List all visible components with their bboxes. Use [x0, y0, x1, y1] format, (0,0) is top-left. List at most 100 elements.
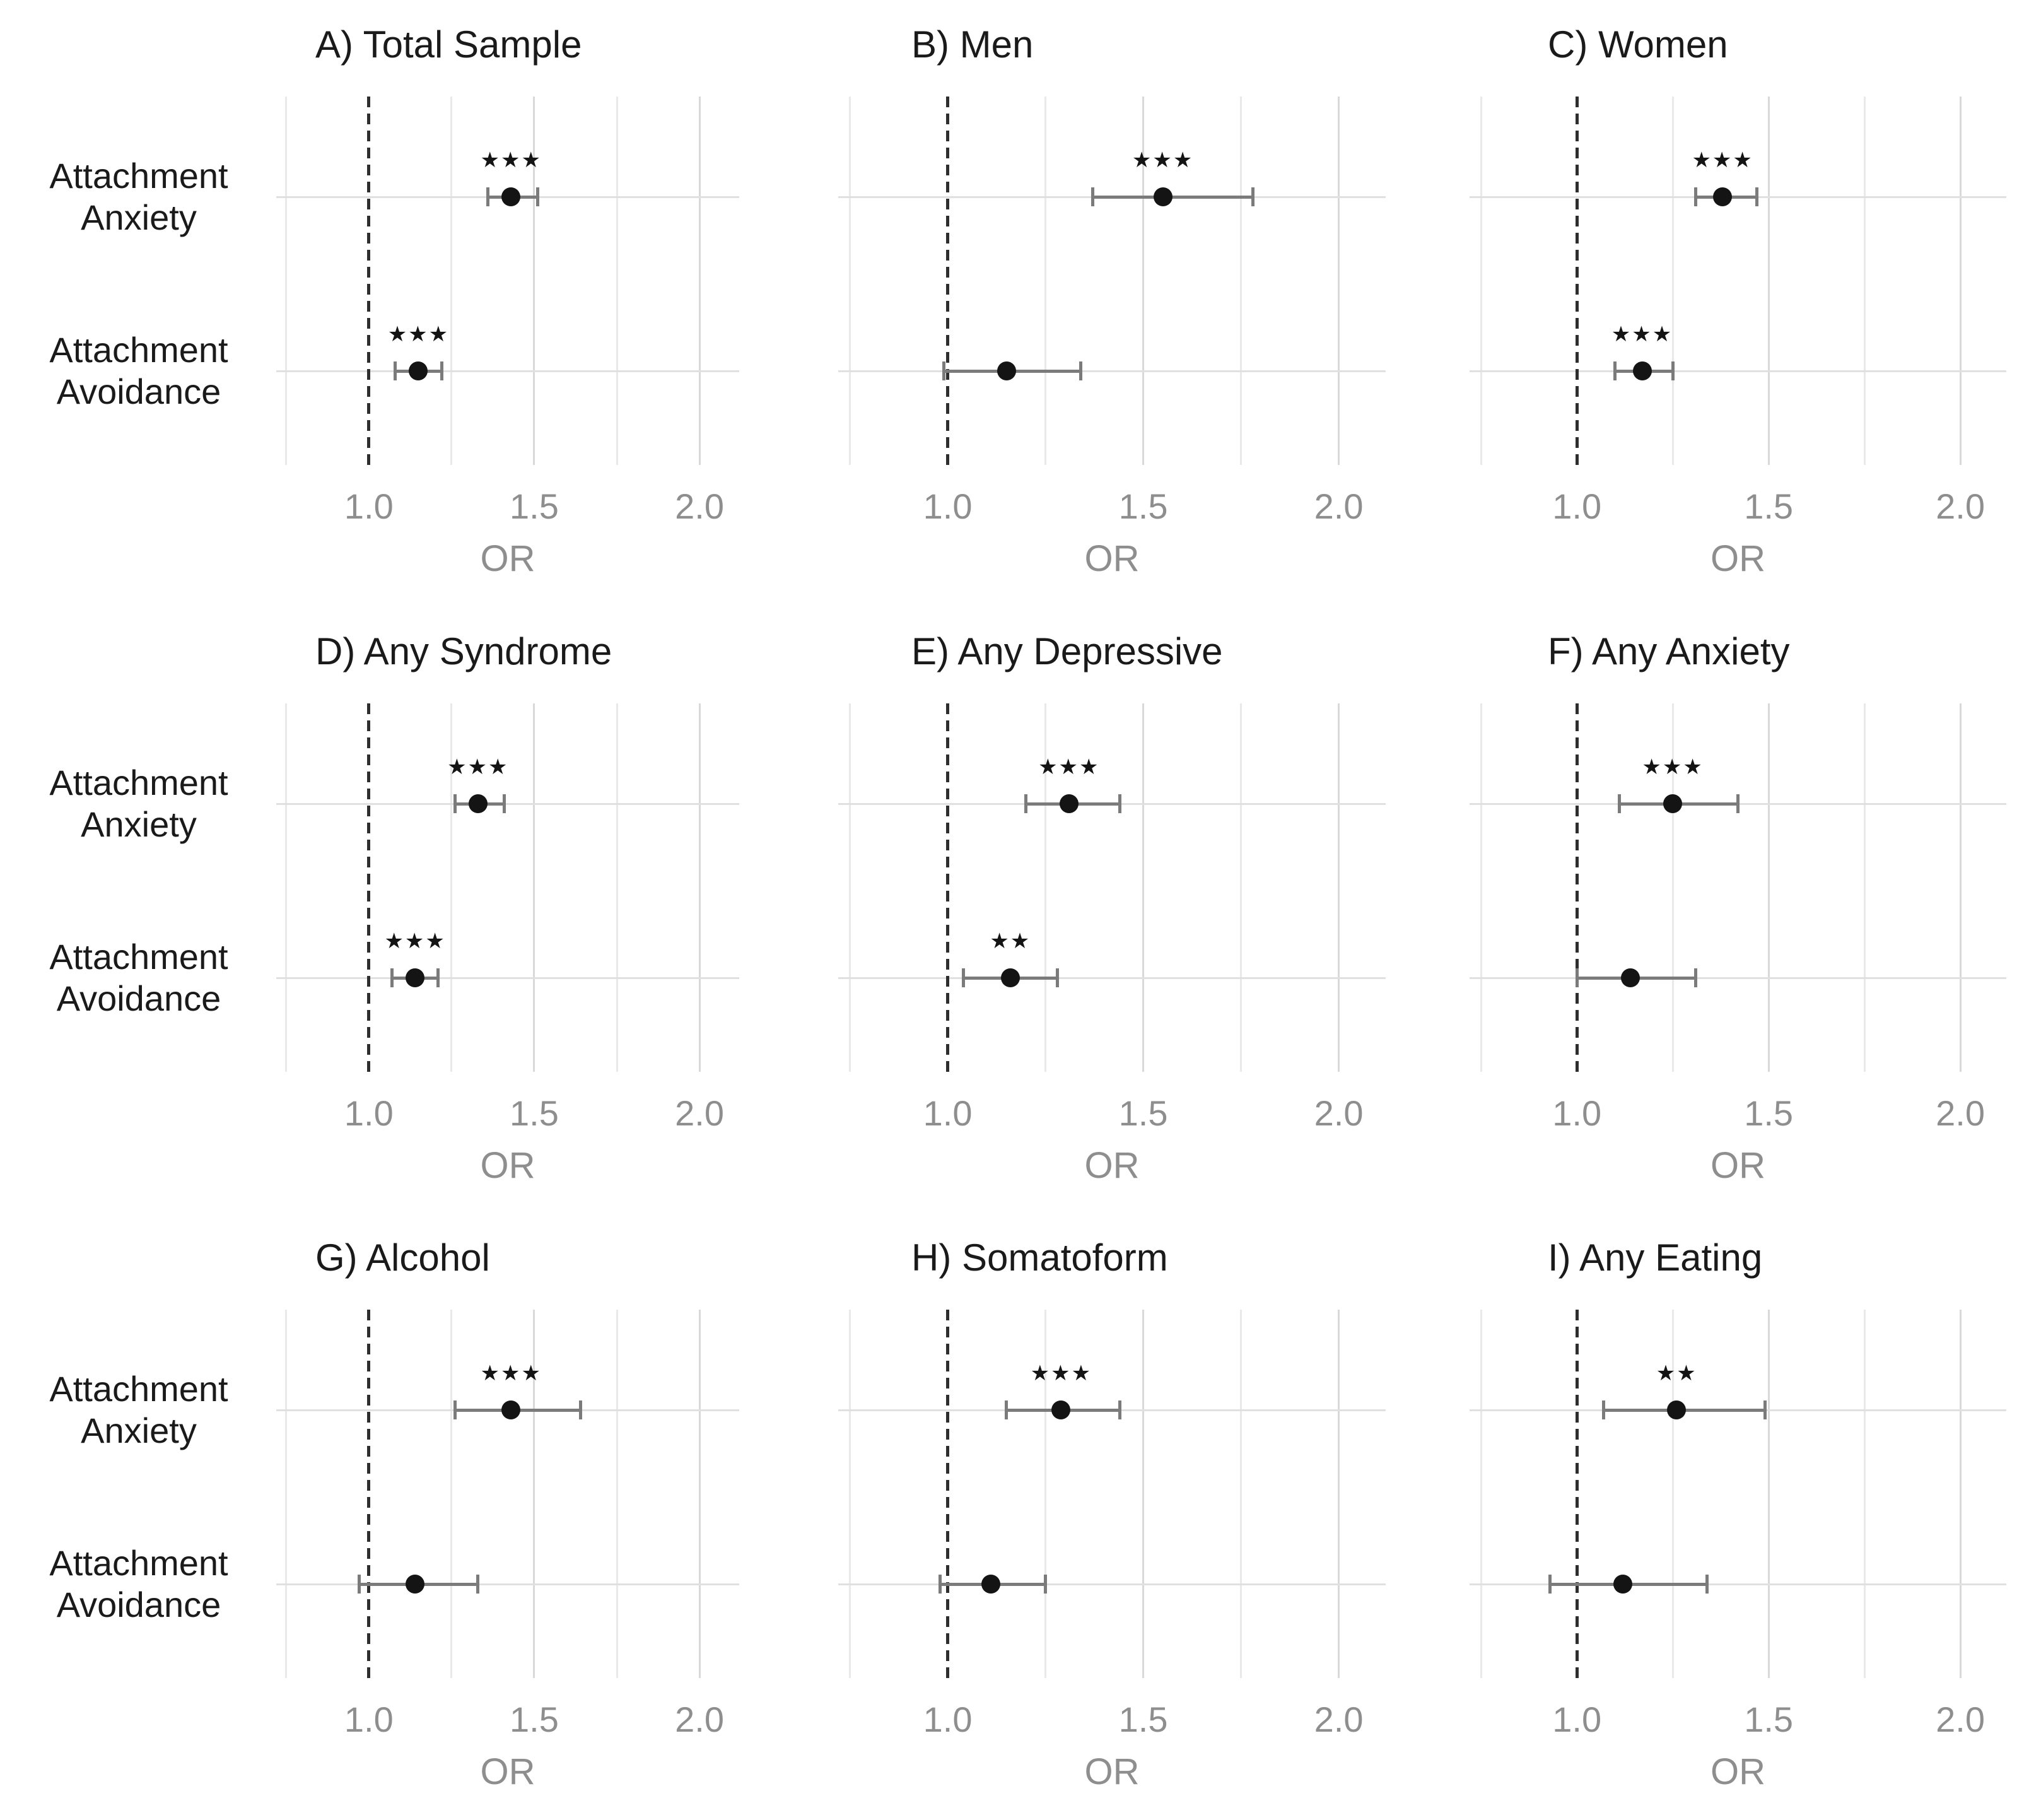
y-axis-label-anxiety: Attachment Anxiety [13, 1366, 265, 1454]
gridline-minor [616, 97, 618, 465]
gridline-horizontal [276, 802, 739, 805]
gridline-horizontal [1470, 370, 2006, 372]
gridline-minor [1863, 1310, 1866, 1678]
ci-cap-left [1024, 794, 1028, 813]
gridline-major [698, 97, 701, 465]
gridline-minor [616, 703, 618, 1072]
or-point [501, 187, 521, 206]
gridline-minor [1044, 703, 1047, 1072]
y-axis-label-avoidance: Attachment Avoidance [13, 327, 265, 415]
ci-cap-right [1118, 794, 1121, 813]
or-point [981, 1575, 1000, 1594]
gridline-horizontal [1470, 977, 2006, 979]
or-point [1663, 794, 1683, 813]
x-axis-title: OR [1711, 538, 1765, 579]
panel-title: C) Women [1548, 23, 1728, 66]
or-point [1051, 1400, 1071, 1419]
x-axis-title: OR [480, 538, 535, 579]
y-axis-label-anxiety: Attachment Anxiety [13, 153, 265, 241]
gridline-minor [450, 1310, 453, 1678]
x-tick-label: 1.0 [344, 1093, 394, 1133]
gridline-minor [1240, 97, 1243, 465]
gridline-horizontal [276, 370, 739, 372]
x-tick-label: 1.0 [344, 1700, 394, 1739]
gridline-minor [1480, 703, 1482, 1072]
x-tick-label: 2.0 [1314, 486, 1364, 526]
or-point [406, 1575, 425, 1594]
gridline-horizontal [838, 977, 1386, 979]
or-point [501, 1400, 521, 1419]
x-axis-title: OR [1084, 1145, 1140, 1186]
x-tick-label: 1.0 [923, 486, 973, 526]
or-point [1000, 968, 1020, 987]
gridline-major [1959, 1310, 1962, 1678]
y-axis-label-line: Attachment [49, 937, 228, 977]
gridline-major [698, 1310, 701, 1678]
ci-cap-left [938, 1575, 942, 1594]
ci-cap-right [1079, 361, 1082, 380]
gridline-major [1142, 1310, 1145, 1678]
reference-line [1575, 97, 1579, 465]
gridline-minor [450, 703, 453, 1072]
significance-stars: ★★★ [1132, 148, 1194, 172]
gridline-major [1767, 1310, 1770, 1678]
y-axis-label-line: Anxiety [81, 197, 197, 237]
gridline-major [1767, 703, 1770, 1072]
ci-cap-left [1617, 794, 1621, 813]
gridline-major [533, 703, 535, 1072]
gridline-minor [849, 1310, 851, 1678]
gridline-major [533, 97, 535, 465]
or-point [1059, 794, 1079, 813]
ci-cap-right [1763, 1400, 1767, 1419]
gridline-horizontal [276, 1583, 739, 1585]
gridline-minor [450, 97, 453, 465]
gridline-horizontal [1470, 1583, 2006, 1585]
or-point [1613, 1575, 1633, 1594]
gridline-minor [1863, 97, 1866, 465]
reference-line [367, 97, 371, 465]
significance-stars: ★★★ [1038, 755, 1100, 779]
ci-cap-left [486, 187, 490, 206]
or-point [1153, 187, 1173, 206]
panel-title: D) Any Syndrome [315, 630, 612, 672]
gridline-minor [1671, 97, 1674, 465]
x-tick-label: 1.0 [344, 486, 394, 526]
x-tick-label: 1.5 [510, 1700, 559, 1739]
y-axis-label-line: Attachment [49, 1369, 228, 1409]
y-axis-label-line: Attachment [49, 156, 228, 196]
or-point [409, 361, 428, 380]
ci-cap-right [1705, 1575, 1709, 1594]
ci-cap-right [1755, 187, 1759, 206]
x-tick-label: 2.0 [1314, 1700, 1364, 1739]
gridline-horizontal [838, 1583, 1386, 1585]
gridline-major [1142, 97, 1145, 465]
significance-stars: ★★★ [1642, 755, 1704, 779]
or-point [1713, 187, 1733, 206]
gridline-minor [1480, 1310, 1482, 1678]
ci-cap-left [961, 968, 965, 987]
gridline-major [698, 703, 701, 1072]
ci-cap-right [476, 1575, 480, 1594]
x-tick-label: 1.5 [510, 486, 559, 526]
ci-cap-left [1613, 361, 1617, 380]
ci-cap-left [1548, 1575, 1552, 1594]
x-tick-label: 2.0 [675, 486, 724, 526]
x-tick-label: 1.5 [1744, 1700, 1794, 1739]
ci-cap-right [1044, 1575, 1048, 1594]
gridline-minor [1480, 97, 1482, 465]
or-point [468, 794, 488, 813]
x-tick-label: 2.0 [1936, 1700, 1985, 1739]
x-tick-label: 1.5 [1744, 1093, 1794, 1133]
ci-cap-left [390, 968, 394, 987]
panel-title: E) Any Depressive [911, 630, 1223, 672]
x-axis-title: OR [480, 1145, 535, 1186]
gridline-major [1338, 703, 1340, 1072]
x-tick-label: 1.5 [1118, 486, 1168, 526]
x-axis-title: OR [480, 1751, 535, 1792]
significance-stars: ★★ [990, 929, 1031, 953]
x-axis-title: OR [1711, 1751, 1765, 1792]
gridline-minor [849, 97, 851, 465]
panel-title: I) Any Eating [1548, 1236, 1763, 1279]
ci-cap-right [578, 1400, 582, 1419]
